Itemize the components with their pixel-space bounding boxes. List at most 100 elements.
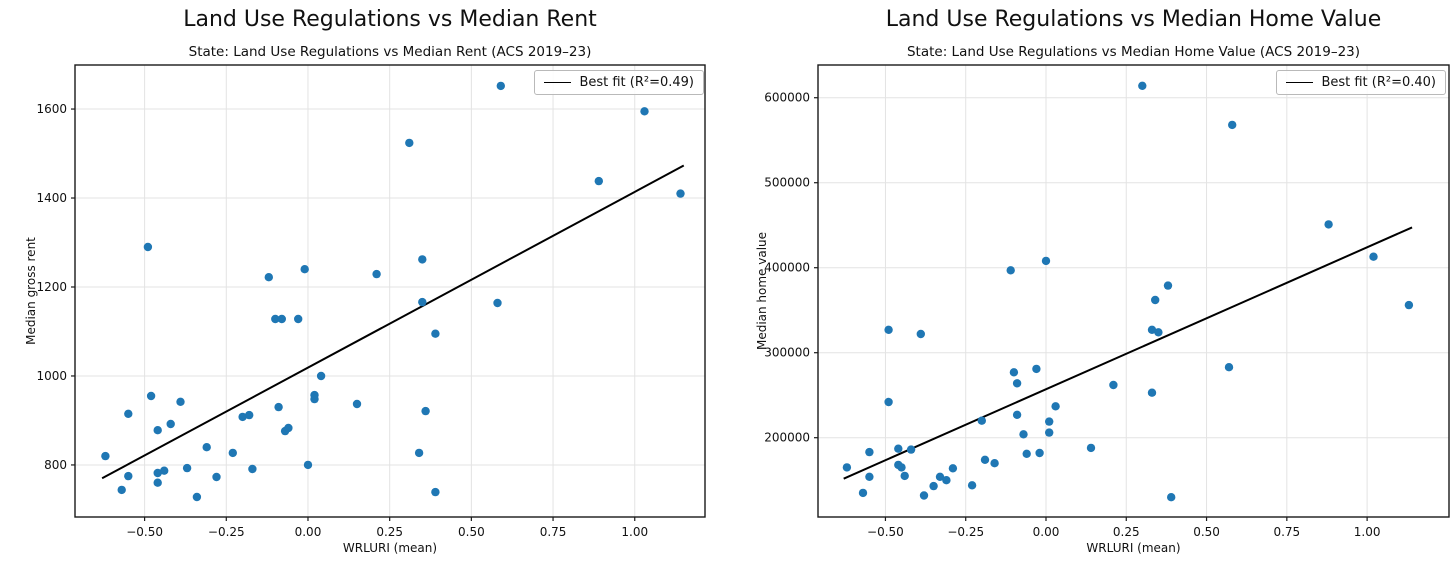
data-point [865,447,874,457]
data-point [1086,443,1096,453]
data-point [352,399,362,409]
best-fit-line-swatch [1286,81,1314,83]
data-point [146,391,156,401]
data-point [1324,220,1333,229]
y-tick-label: 500000 [764,176,810,190]
data-point [1012,410,1022,419]
data-point [942,476,951,485]
data-point [967,481,977,490]
data-point [418,297,427,307]
data-point [929,481,938,491]
data-point [897,463,906,472]
x-tick-label: −0.50 [126,525,163,539]
x-tick-label: 1.00 [1354,525,1381,539]
data-point [676,189,685,198]
data-point [990,459,999,468]
data-point [1369,252,1378,261]
data-point [264,273,273,282]
x-tick-label: 0.75 [540,525,567,539]
data-point [117,485,126,495]
data-point [1019,430,1028,439]
y-axis-label: Median home value [755,231,769,351]
data-point [166,419,175,429]
y-tick-label: 400000 [764,261,810,275]
data-point [192,492,202,502]
data-point [1147,325,1157,334]
data-point [1045,417,1054,426]
data-point [245,410,254,420]
legend-label: Best fit (R²=0.49) [579,74,694,90]
data-point [1167,493,1176,502]
data-point [431,487,440,497]
x-tick-label: 0.50 [458,525,485,539]
y-tick-label: 600000 [764,91,810,105]
data-point [372,269,381,279]
data-point [1109,380,1118,390]
data-point [1035,448,1044,458]
data-point [894,444,903,453]
rent-plot-svg: −0.50 −0.25 0.00 0.25 0.50 0.75 1.00 800 1000 120… [36,64,706,539]
data-point [906,445,916,454]
data-point [1147,388,1157,397]
data-point [228,448,237,458]
data-point [1012,379,1022,388]
y-tick-label: 800 [44,458,67,472]
x-tick-label: 0.00 [295,525,322,539]
data-point [153,478,162,487]
legend-label: Best fit (R²=0.40) [1321,74,1436,90]
legend: Best fit (R²=0.40) [1276,70,1446,95]
data-point [594,176,603,186]
data-point [884,325,893,334]
data-point [884,397,893,407]
x-tick-label: −0.25 [208,525,245,539]
data-point [1009,368,1019,377]
x-tick-label: 0.00 [1033,525,1060,539]
data-point [124,409,133,418]
data-point [935,472,945,481]
data-point [1151,295,1160,305]
data-point [176,397,185,406]
data-point [143,242,153,252]
y-tick-label: 1600 [36,102,67,116]
data-point [1138,81,1147,91]
data-point [414,448,424,458]
data-point [1051,402,1060,411]
data-point [493,298,502,308]
data-point [496,81,505,91]
x-axis-label: WRLURI (mean) [342,541,438,555]
data-point [274,402,283,412]
data-point [153,468,162,478]
data-point [271,314,280,324]
data-point [919,491,929,500]
data-point [182,463,192,473]
data-point [316,371,326,381]
x-axis-label: WRLURI (mean) [1086,541,1181,555]
data-point [900,471,909,481]
data-point [238,412,247,422]
home-value-chart: −0.50 −0.25 0.00 0.25 0.50 0.75 1.00 200000 3000… [728,0,1456,577]
data-point [1041,256,1051,266]
data-point [300,265,309,274]
data-point [916,329,925,339]
y-tick-label: 300000 [764,346,810,360]
data-point [405,138,414,148]
chart-title: Land Use Regulations vs Median Rent [183,7,597,32]
data-point [1154,328,1163,337]
data-point [980,455,990,464]
data-point [212,472,221,482]
data-point [284,423,293,433]
data-point [160,466,169,475]
data-point [421,406,430,416]
plot-border [817,64,1450,518]
y-tick-label: 1200 [36,280,67,294]
plot-area [818,65,1449,517]
x-tick-label: 0.25 [1113,525,1140,539]
data-point [977,416,986,425]
y-tick-label: 200000 [764,431,810,445]
x-tick-label: 0.25 [376,525,403,539]
data-point [1006,266,1015,275]
best-fit-line [843,226,1413,480]
data-point [310,394,319,404]
data-point [431,329,440,338]
